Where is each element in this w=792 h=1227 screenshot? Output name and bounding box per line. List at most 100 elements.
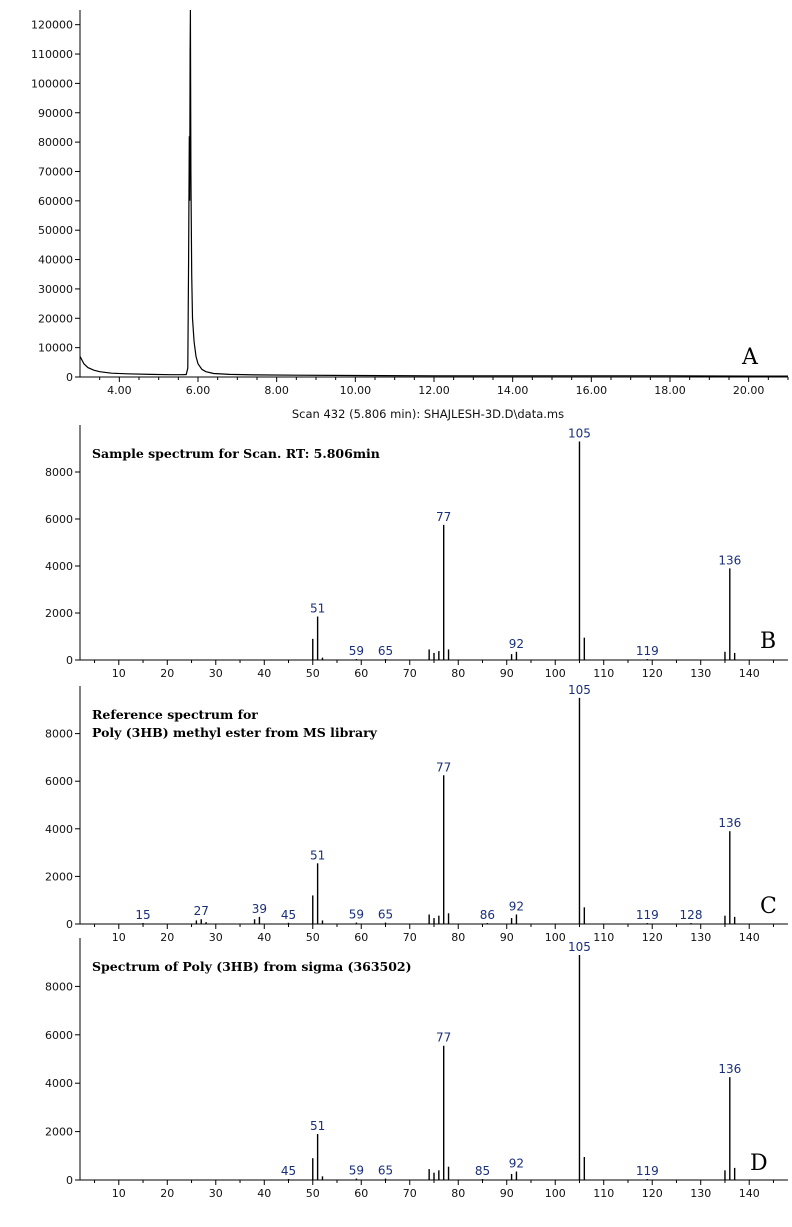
y-tick-label: 8000 bbox=[45, 728, 73, 741]
x-tick-label: 20 bbox=[160, 931, 174, 944]
x-tick-label: 70 bbox=[403, 667, 417, 680]
x-tick-label: 70 bbox=[403, 1187, 417, 1200]
spectrum-panel-c: 0 2000 4000 6000 8000 10 20 30 40 50 60 70 80 90 100 11… bbox=[45, 683, 788, 944]
y-tick-label: 2000 bbox=[45, 870, 73, 883]
y-tick-label: 8000 bbox=[45, 980, 73, 993]
peak-label: 119 bbox=[636, 644, 659, 658]
peak-label: 51 bbox=[310, 848, 325, 862]
peak-label: 65 bbox=[378, 1164, 393, 1178]
y-tick-label: 30000 bbox=[38, 283, 73, 296]
peak-label: 128 bbox=[680, 908, 703, 922]
x-tick-label: 110 bbox=[593, 931, 614, 944]
panel-label: A bbox=[741, 345, 759, 370]
y-tick-label: 60000 bbox=[38, 195, 73, 208]
y-tick-label: 4000 bbox=[45, 560, 73, 573]
x-tick-label: 120 bbox=[642, 931, 663, 944]
x-tick-label: 10.00 bbox=[340, 384, 372, 397]
x-tick-label: 70 bbox=[403, 931, 417, 944]
y-tick-label: 0 bbox=[66, 918, 73, 931]
peak-label: 92 bbox=[509, 637, 524, 651]
x-tick-label: 90 bbox=[500, 1187, 514, 1200]
spectrum-annotation: Sample spectrum for Scan. RT: 5.806min bbox=[92, 446, 380, 461]
spectrum-annotation: Spectrum of Poly (3HB) from sigma (36350… bbox=[92, 959, 412, 974]
x-tick-label: 50 bbox=[306, 931, 320, 944]
y-tick-label: 0 bbox=[66, 654, 73, 667]
x-tick-label: 140 bbox=[739, 1187, 760, 1200]
peak-label: 105 bbox=[568, 426, 591, 440]
x-tick-label: 100 bbox=[545, 1187, 566, 1200]
x-tick-label: 60 bbox=[354, 931, 368, 944]
x-tick-label: 18.00 bbox=[654, 384, 686, 397]
peak-label: 136 bbox=[718, 816, 741, 830]
peak-label: 136 bbox=[718, 553, 741, 567]
peak-label: 27 bbox=[194, 904, 209, 918]
x-tick-label: 140 bbox=[739, 931, 760, 944]
x-tick-label: 12.00 bbox=[418, 384, 450, 397]
x-tick-label: 110 bbox=[593, 1187, 614, 1200]
x-tick-label: 40 bbox=[257, 931, 271, 944]
x-tick-label: 100 bbox=[545, 931, 566, 944]
y-tick-label: 4000 bbox=[45, 1077, 73, 1090]
peak-label: 65 bbox=[378, 908, 393, 922]
x-tick-label: 40 bbox=[257, 667, 271, 680]
y-tick-label: 8000 bbox=[45, 466, 73, 479]
y-tick-label: 2000 bbox=[45, 607, 73, 620]
peak-label: 85 bbox=[475, 1164, 490, 1178]
y-tick-label: 20000 bbox=[38, 312, 73, 325]
y-tick-label: 4000 bbox=[45, 823, 73, 836]
x-tick-label: 80 bbox=[451, 667, 465, 680]
peak-label: 77 bbox=[436, 760, 451, 774]
peak-label: 86 bbox=[480, 908, 495, 922]
y-tick-label: 0 bbox=[66, 371, 73, 384]
x-tick-label: 10 bbox=[112, 931, 126, 944]
x-tick-label: 50 bbox=[306, 1187, 320, 1200]
x-tick-label: 140 bbox=[739, 667, 760, 680]
x-tick-label: 120 bbox=[642, 667, 663, 680]
y-tick-label: 120000 bbox=[31, 19, 73, 32]
y-tick-label: 6000 bbox=[45, 1029, 73, 1042]
panel-label: D bbox=[750, 1151, 768, 1176]
y-tick-label: 2000 bbox=[45, 1126, 73, 1139]
x-tick-label: 130 bbox=[690, 667, 711, 680]
peak-label: 92 bbox=[509, 1157, 524, 1171]
x-tick-label: 30 bbox=[209, 931, 223, 944]
peak-label: 15 bbox=[135, 908, 150, 922]
y-tick-label: 90000 bbox=[38, 107, 73, 120]
peak-label: 59 bbox=[349, 644, 364, 658]
peak-label: 119 bbox=[636, 908, 659, 922]
x-tick-label: 16.00 bbox=[576, 384, 608, 397]
x-tick-label: 130 bbox=[690, 931, 711, 944]
peak-label: 105 bbox=[568, 683, 591, 697]
x-tick-label: 80 bbox=[451, 931, 465, 944]
peak-label: 77 bbox=[436, 510, 451, 524]
x-tick-label: 6.00 bbox=[186, 384, 211, 397]
x-tick-label: 10 bbox=[112, 667, 126, 680]
x-tick-label: 130 bbox=[690, 1187, 711, 1200]
y-tick-label: 6000 bbox=[45, 775, 73, 788]
y-tick-label: 40000 bbox=[38, 254, 73, 267]
x-tick-label: 10 bbox=[112, 1187, 126, 1200]
y-tick-label: 110000 bbox=[31, 48, 73, 61]
x-tick-label: 90 bbox=[500, 667, 514, 680]
chromatogram-trace bbox=[79, 9, 788, 377]
x-tick-label: 14.00 bbox=[497, 384, 529, 397]
spectrum-panel-b: 0 2000 4000 6000 8000 10 20 30 40 50 60 70 80 90 100 11… bbox=[45, 425, 788, 680]
panel-label: B bbox=[760, 629, 776, 654]
peak-label: 51 bbox=[310, 602, 325, 616]
x-tick-label: 8.00 bbox=[264, 384, 289, 397]
peak-label: 77 bbox=[436, 1031, 451, 1045]
y-tick-label: 0 bbox=[66, 1174, 73, 1187]
y-tick-label: 80000 bbox=[38, 136, 73, 149]
peak-label: 136 bbox=[718, 1062, 741, 1076]
x-tick-label: 20 bbox=[160, 1187, 174, 1200]
x-tick-label: 4.00 bbox=[107, 384, 132, 397]
x-tick-label: 100 bbox=[545, 667, 566, 680]
spectrum-annotation: Poly (3HB) methyl ester from MS library bbox=[92, 725, 378, 740]
peak-label: 59 bbox=[349, 908, 364, 922]
peak-label: 119 bbox=[636, 1164, 659, 1178]
spectrum-annotation: Reference spectrum for bbox=[92, 707, 258, 722]
y-tick-label: 10000 bbox=[38, 342, 73, 355]
panel-label: C bbox=[760, 894, 777, 919]
y-tick-label: 50000 bbox=[38, 224, 73, 237]
